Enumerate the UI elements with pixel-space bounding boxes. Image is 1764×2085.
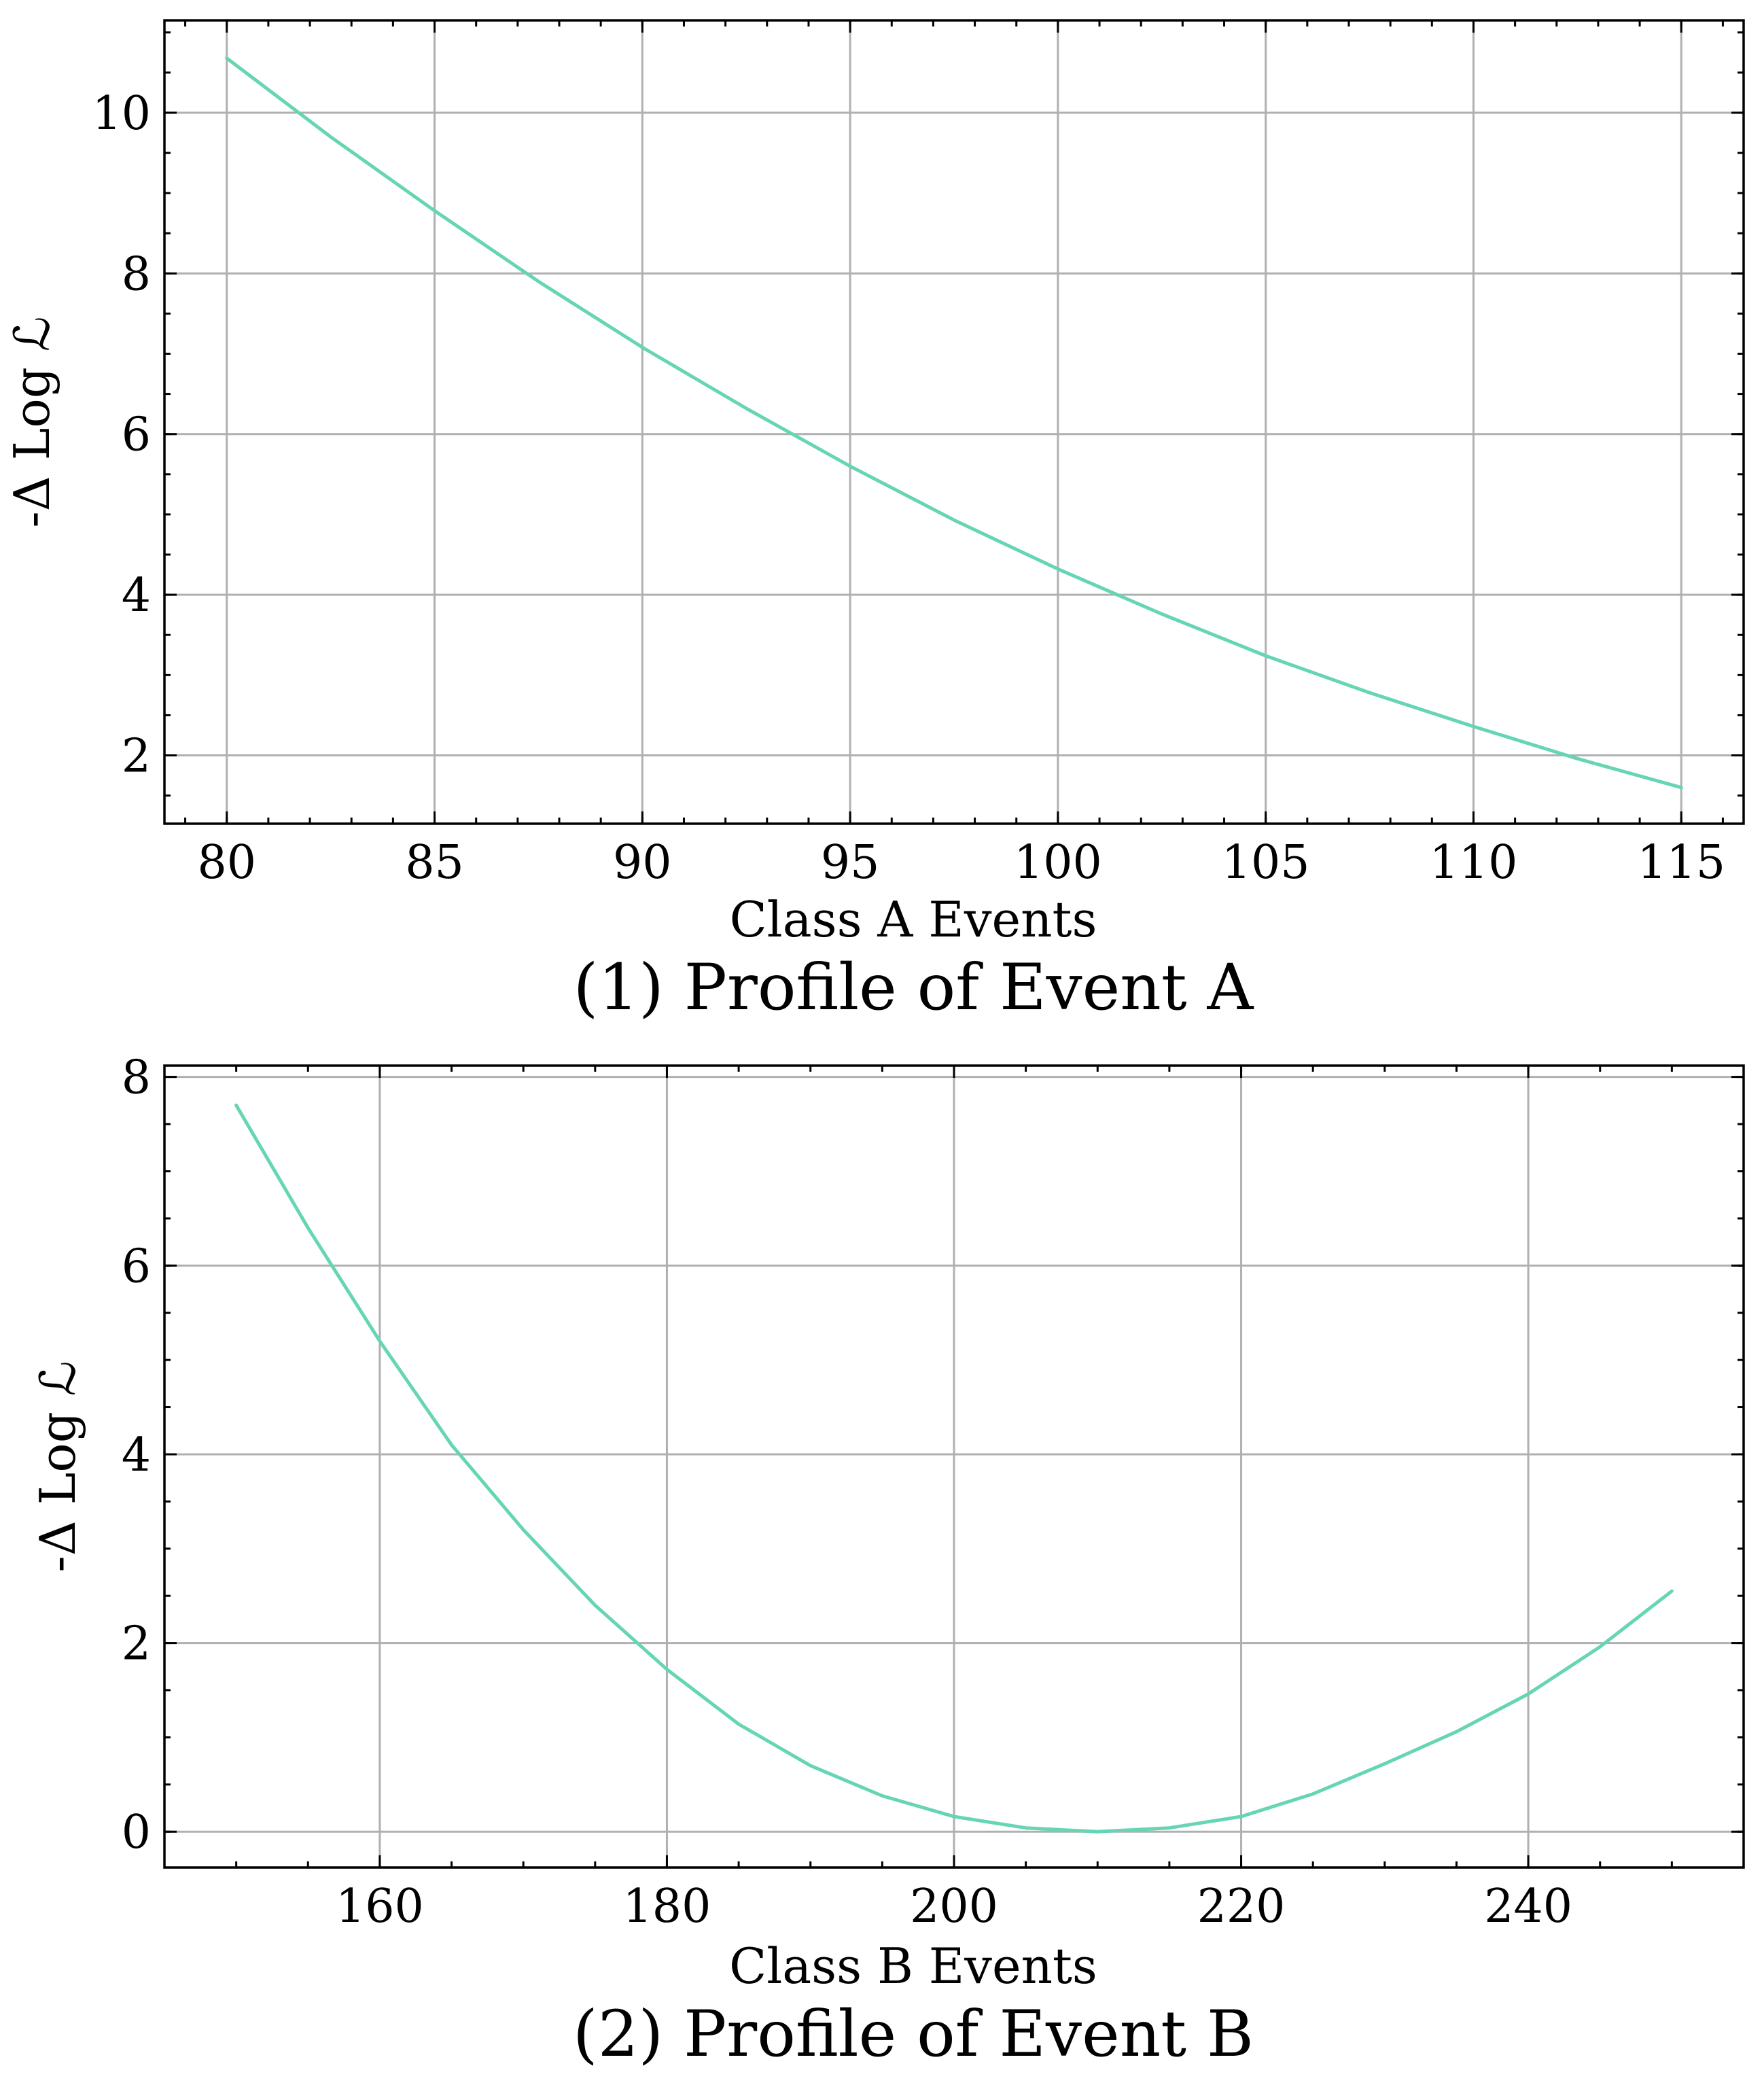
x-axis-label: Class B Events (729, 1938, 1097, 1995)
y-tick-label: 6 (122, 1240, 151, 1293)
plot-frame (163, 19, 1745, 825)
y-tick-label: 8 (122, 1051, 151, 1105)
x-tick-label: 110 (1430, 836, 1518, 890)
panel-event-a: 80 85 90 95 100 105 110 115 2 4 6 8 10 Class A Events… (3, 19, 1745, 1025)
y-tick-label: 4 (122, 1429, 151, 1482)
plot-frame (163, 1064, 1745, 1869)
x-tick-label: 105 (1222, 836, 1310, 890)
x-tick-label: 90 (613, 836, 672, 890)
y-tick-label: 4 (122, 569, 151, 623)
x-axis-label: Class A Events (730, 891, 1097, 948)
x-tick-label: 200 (910, 1880, 998, 1933)
series-line (225, 56, 1683, 790)
x-tick-label: 85 (405, 836, 464, 890)
y-axis-label: -Δ Log ℒ (29, 1361, 86, 1572)
panel-caption: (2) Profile of Event B (573, 1997, 1254, 2071)
x-tick-label: 220 (1197, 1880, 1286, 1933)
x-tick-label: 240 (1484, 1880, 1572, 1933)
y-tick-label: 6 (122, 408, 151, 462)
x-tick-label: 95 (821, 836, 880, 890)
series-line (234, 1103, 1674, 1834)
y-tick-label: 2 (122, 1617, 151, 1671)
y-tick-label: 8 (122, 247, 151, 301)
x-tick-label: 80 (197, 836, 256, 890)
y-axis-label: -Δ Log ℒ (3, 316, 60, 527)
panel-event-b: 160 180 200 220 240 0 2 4 6 8 Class B Events -Δ Log… (29, 1051, 1745, 2071)
y-tick-label: 10 (92, 87, 151, 141)
y-tick-label: 2 (122, 730, 151, 784)
panel-caption: (1) Profile of Event A (574, 951, 1254, 1025)
x-tick-label: 100 (1014, 836, 1102, 890)
x-tick-label: 160 (336, 1880, 424, 1933)
x-tick-label: 180 (623, 1880, 711, 1933)
y-tick-label: 0 (122, 1806, 151, 1859)
x-tick-label: 115 (1637, 836, 1725, 890)
